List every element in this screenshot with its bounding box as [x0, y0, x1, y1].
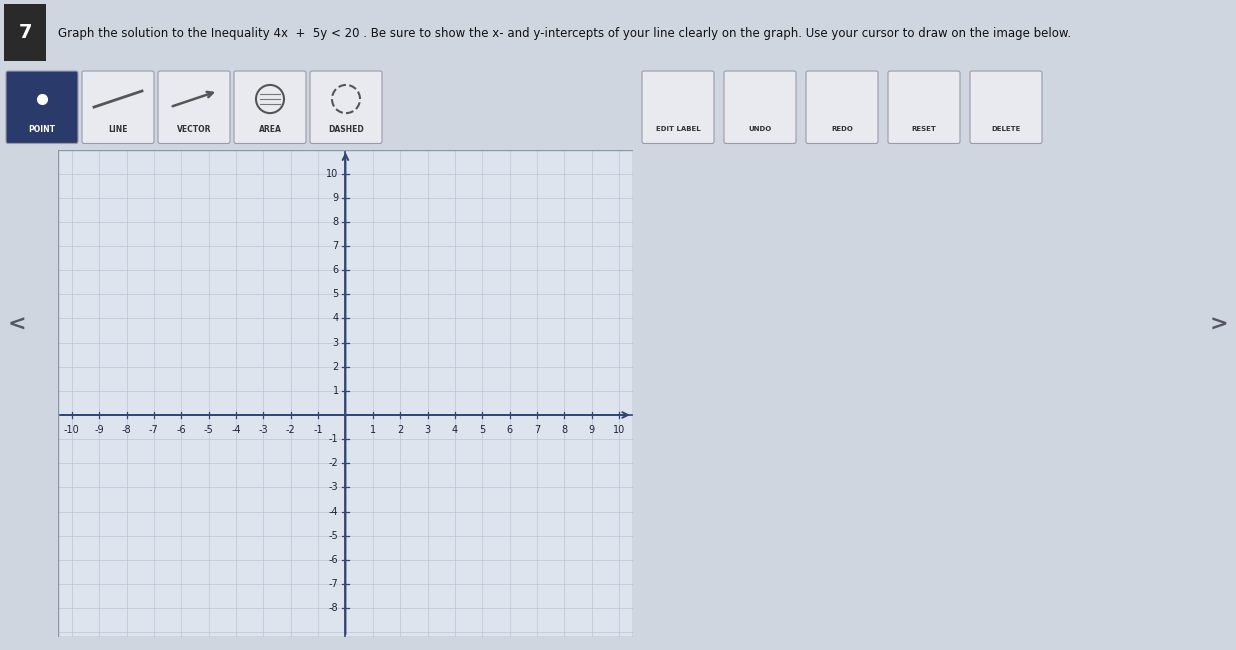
FancyBboxPatch shape — [641, 71, 714, 144]
FancyBboxPatch shape — [158, 71, 230, 144]
FancyBboxPatch shape — [234, 71, 307, 144]
Text: VECTOR: VECTOR — [177, 125, 211, 134]
Text: DASHED: DASHED — [328, 125, 363, 134]
Text: -10: -10 — [64, 425, 79, 435]
Text: -6: -6 — [177, 425, 187, 435]
Text: -7: -7 — [329, 579, 339, 589]
Text: DELETE: DELETE — [991, 126, 1021, 132]
Text: POINT: POINT — [28, 125, 56, 134]
Text: -1: -1 — [329, 434, 339, 444]
Text: 3: 3 — [332, 337, 339, 348]
FancyBboxPatch shape — [887, 71, 960, 144]
Text: 2: 2 — [332, 361, 339, 372]
Text: -7: -7 — [150, 425, 158, 435]
Text: 6: 6 — [507, 425, 513, 435]
FancyBboxPatch shape — [82, 71, 154, 144]
Text: >: > — [1209, 315, 1229, 335]
Text: 4: 4 — [332, 313, 339, 324]
Text: -1: -1 — [313, 425, 323, 435]
FancyBboxPatch shape — [310, 71, 382, 144]
Text: -5: -5 — [204, 425, 214, 435]
Text: -8: -8 — [329, 603, 339, 613]
FancyBboxPatch shape — [970, 71, 1042, 144]
Text: -3: -3 — [329, 482, 339, 492]
Text: 1: 1 — [332, 386, 339, 396]
Text: LINE: LINE — [109, 125, 127, 134]
Text: <: < — [7, 315, 27, 335]
FancyBboxPatch shape — [6, 71, 78, 144]
Text: 1: 1 — [370, 425, 376, 435]
Text: REDO: REDO — [831, 126, 853, 132]
Text: 10: 10 — [613, 425, 625, 435]
Text: 7: 7 — [332, 241, 339, 251]
Text: 7: 7 — [19, 23, 32, 42]
Text: 6: 6 — [332, 265, 339, 275]
Text: 7: 7 — [534, 425, 540, 435]
Text: 4: 4 — [452, 425, 459, 435]
Text: 3: 3 — [424, 425, 430, 435]
Text: -3: -3 — [258, 425, 268, 435]
Text: 5: 5 — [332, 289, 339, 299]
Text: EDIT LABEL: EDIT LABEL — [655, 126, 701, 132]
Text: -5: -5 — [329, 530, 339, 541]
Text: AREA: AREA — [258, 125, 282, 134]
Text: -6: -6 — [329, 554, 339, 565]
Text: -9: -9 — [94, 425, 104, 435]
Text: RESET: RESET — [912, 126, 937, 132]
Text: -4: -4 — [329, 506, 339, 517]
Text: Graph the solution to the Inequality 4x  +  5y < 20 . Be sure to show the x- and: Graph the solution to the Inequality 4x … — [58, 27, 1072, 40]
Text: 8: 8 — [561, 425, 567, 435]
Text: -2: -2 — [329, 458, 339, 468]
Text: 5: 5 — [480, 425, 486, 435]
Text: UNDO: UNDO — [748, 126, 771, 132]
Text: 2: 2 — [397, 425, 403, 435]
Text: -8: -8 — [121, 425, 131, 435]
Text: -4: -4 — [231, 425, 241, 435]
Text: 8: 8 — [332, 217, 339, 227]
FancyBboxPatch shape — [724, 71, 796, 144]
Text: 9: 9 — [588, 425, 595, 435]
Text: 9: 9 — [332, 193, 339, 203]
Text: 10: 10 — [326, 168, 339, 179]
Text: -2: -2 — [286, 425, 295, 435]
FancyBboxPatch shape — [4, 4, 46, 61]
FancyBboxPatch shape — [806, 71, 878, 144]
